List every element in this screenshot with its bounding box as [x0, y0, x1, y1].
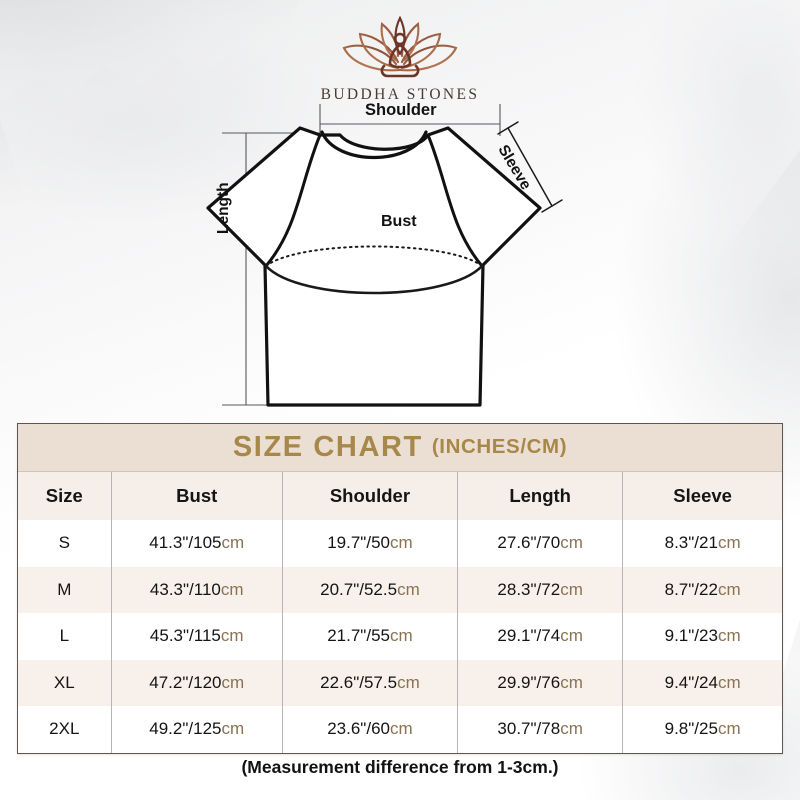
unit: cm [221, 533, 245, 553]
cell-size: L [18, 613, 112, 660]
unit: cm [717, 626, 741, 646]
cell-bust: 45.3"/115cm [111, 613, 283, 660]
table-row: M 43.3"/110cm 20.7"/52.5cm 28.3"/72cm 8.… [18, 566, 782, 613]
table-row: S 41.3"/105cm 19.7"/50cm 27.6"/70cm 8.3"… [18, 520, 782, 567]
unit: cm [560, 672, 583, 692]
value: 29.1"/74 [497, 626, 561, 646]
value: 29.9"/76 [497, 672, 561, 692]
cell-shoulder: 20.7"/52.5cm [282, 566, 459, 613]
cell-bust: 47.2"/120cm [111, 659, 283, 706]
value: 22.6"/57.5 [320, 672, 398, 692]
unit: cm [221, 719, 245, 739]
value: 9.1"/23 [664, 626, 718, 646]
cell-sleeve: 9.8"/25cm [622, 706, 782, 753]
unit: cm [397, 672, 420, 692]
size-chart-card: SIZE CHART (INCHES/CM) Size Bust Shoulde… [17, 423, 783, 754]
cell-bust: 41.3"/105cm [111, 520, 283, 567]
value: 28.3"/72 [497, 579, 561, 599]
lotus-meditation-logo-icon [342, 15, 458, 78]
cell-shoulder: 23.6"/60cm [282, 706, 459, 753]
unit: cm [389, 533, 413, 553]
cell-sleeve: 8.7"/22cm [622, 566, 782, 613]
size-chart-table: Size Bust Shoulder Length Sleeve S 41.3"… [18, 472, 782, 753]
cell-length: 30.7"/78cm [457, 706, 624, 753]
value: 9.8"/25 [664, 719, 718, 739]
unit: cm [397, 579, 420, 599]
unit: cm [389, 719, 413, 739]
diagram-label-bust: Bust [381, 213, 417, 230]
cell-length: 29.9"/76cm [457, 659, 624, 706]
unit: cm [389, 626, 413, 646]
column-header-sleeve: Sleeve [622, 472, 782, 520]
unit: cm [717, 719, 741, 739]
size-chart-title: SIZE CHART [232, 431, 423, 463]
cell-size: M [18, 566, 112, 613]
unit: cm [560, 626, 583, 646]
unit: cm [220, 579, 244, 599]
cell-sleeve: 8.3"/21cm [622, 520, 782, 567]
cell-length: 29.1"/74cm [457, 613, 624, 660]
column-header-bust: Bust [111, 472, 283, 520]
cell-shoulder: 19.7"/50cm [282, 520, 459, 567]
column-header-shoulder: Shoulder [282, 472, 459, 520]
value: 41.3"/105 [149, 533, 222, 553]
cell-size: XL [18, 659, 112, 706]
cell-size: S [18, 520, 112, 567]
value: 9.4"/24 [664, 672, 718, 692]
value: 47.2"/120 [149, 672, 222, 692]
brand-logo-block: BUDDHA STONES [0, 14, 800, 104]
value: 19.7"/50 [327, 533, 390, 553]
brand-wordmark: BUDDHA STONES [320, 86, 480, 103]
unit: cm [560, 719, 583, 739]
cell-shoulder: 21.7"/55cm [282, 613, 459, 660]
size-chart-units: (INCHES/CM) [431, 435, 568, 458]
table-row: L 45.3"/115cm 21.7"/55cm 29.1"/74cm 9.1"… [18, 613, 782, 660]
unit: cm [560, 579, 583, 599]
unit: cm [717, 579, 741, 599]
value: 49.2"/125 [149, 719, 222, 739]
size-chart-title-bar: SIZE CHART (INCHES/CM) [18, 424, 782, 472]
unit: cm [560, 533, 583, 553]
unit: cm [717, 533, 741, 553]
tshirt-measurement-diagram [206, 104, 563, 407]
cell-sleeve: 9.1"/23cm [622, 613, 782, 660]
cell-sleeve: 9.4"/24cm [622, 659, 782, 706]
unit: cm [220, 626, 244, 646]
value: 8.7"/22 [664, 579, 718, 599]
cell-shoulder: 22.6"/57.5cm [282, 659, 459, 706]
measurement-footnote: (Measurement difference from 1-3cm.) [241, 757, 559, 777]
cell-length: 27.6"/70cm [457, 520, 624, 567]
cell-size: 2XL [18, 706, 112, 753]
value: 43.3"/110 [149, 579, 221, 599]
value: 20.7"/52.5 [320, 579, 398, 599]
column-header-size: Size [18, 472, 112, 520]
cell-length: 28.3"/72cm [457, 566, 624, 613]
unit: cm [221, 672, 245, 692]
diagram-label-shoulder: Shoulder [365, 101, 437, 119]
diagram-label-length: Length [215, 182, 232, 234]
value: 30.7"/78 [497, 719, 561, 739]
table-row: XL 47.2"/120cm 22.6"/57.5cm 29.9"/76cm 9… [18, 659, 782, 706]
cell-bust: 49.2"/125cm [111, 706, 283, 753]
value: 8.3"/21 [664, 533, 718, 553]
value: 45.3"/115 [149, 626, 221, 646]
value: 23.6"/60 [327, 719, 390, 739]
table-header-row: Size Bust Shoulder Length Sleeve [18, 472, 782, 520]
value: 27.6"/70 [497, 533, 561, 553]
table-row: 2XL 49.2"/125cm 23.6"/60cm 30.7"/78cm 9.… [18, 706, 782, 753]
value: 21.7"/55 [327, 626, 390, 646]
cell-bust: 43.3"/110cm [111, 566, 283, 613]
column-header-length: Length [457, 472, 624, 520]
unit: cm [717, 672, 741, 692]
